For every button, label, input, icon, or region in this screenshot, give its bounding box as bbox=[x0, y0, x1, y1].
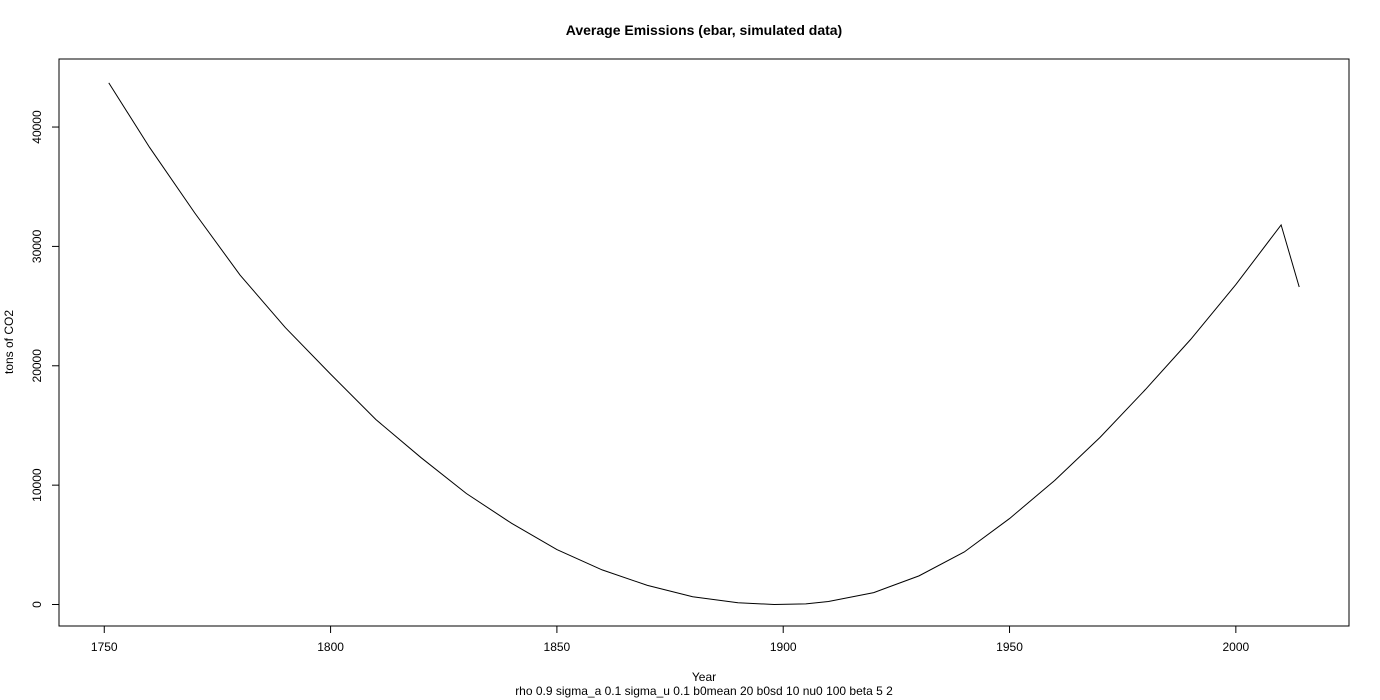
x-tick-label: 1800 bbox=[317, 640, 344, 654]
chart-subtitle: rho 0.9 sigma_a 0.1 sigma_u 0.1 b0mean 2… bbox=[515, 684, 893, 698]
y-tick-label: 30000 bbox=[30, 229, 44, 263]
y-tick-label: 0 bbox=[30, 601, 44, 608]
y-axis-label: tons of CO2 bbox=[2, 310, 16, 374]
y-axis: 0 10000 20000 30000 40000 bbox=[30, 110, 60, 608]
x-tick-label: 1850 bbox=[544, 640, 571, 654]
x-axis-label: Year bbox=[692, 670, 716, 684]
x-axis: 1750 1800 1850 1900 1950 2000 bbox=[91, 625, 1250, 654]
x-tick-label: 1750 bbox=[91, 640, 118, 654]
y-tick-label: 20000 bbox=[30, 349, 44, 383]
y-tick-label: 10000 bbox=[30, 468, 44, 502]
y-tick-label: 40000 bbox=[30, 110, 44, 144]
plot-frame bbox=[58, 58, 1350, 627]
x-tick-label: 2000 bbox=[1222, 640, 1249, 654]
chart-title: Average Emissions (ebar, simulated data) bbox=[566, 22, 842, 38]
x-tick-label: 1950 bbox=[996, 640, 1023, 654]
emissions-line bbox=[108, 82, 1300, 606]
x-tick-label: 1900 bbox=[770, 640, 797, 654]
